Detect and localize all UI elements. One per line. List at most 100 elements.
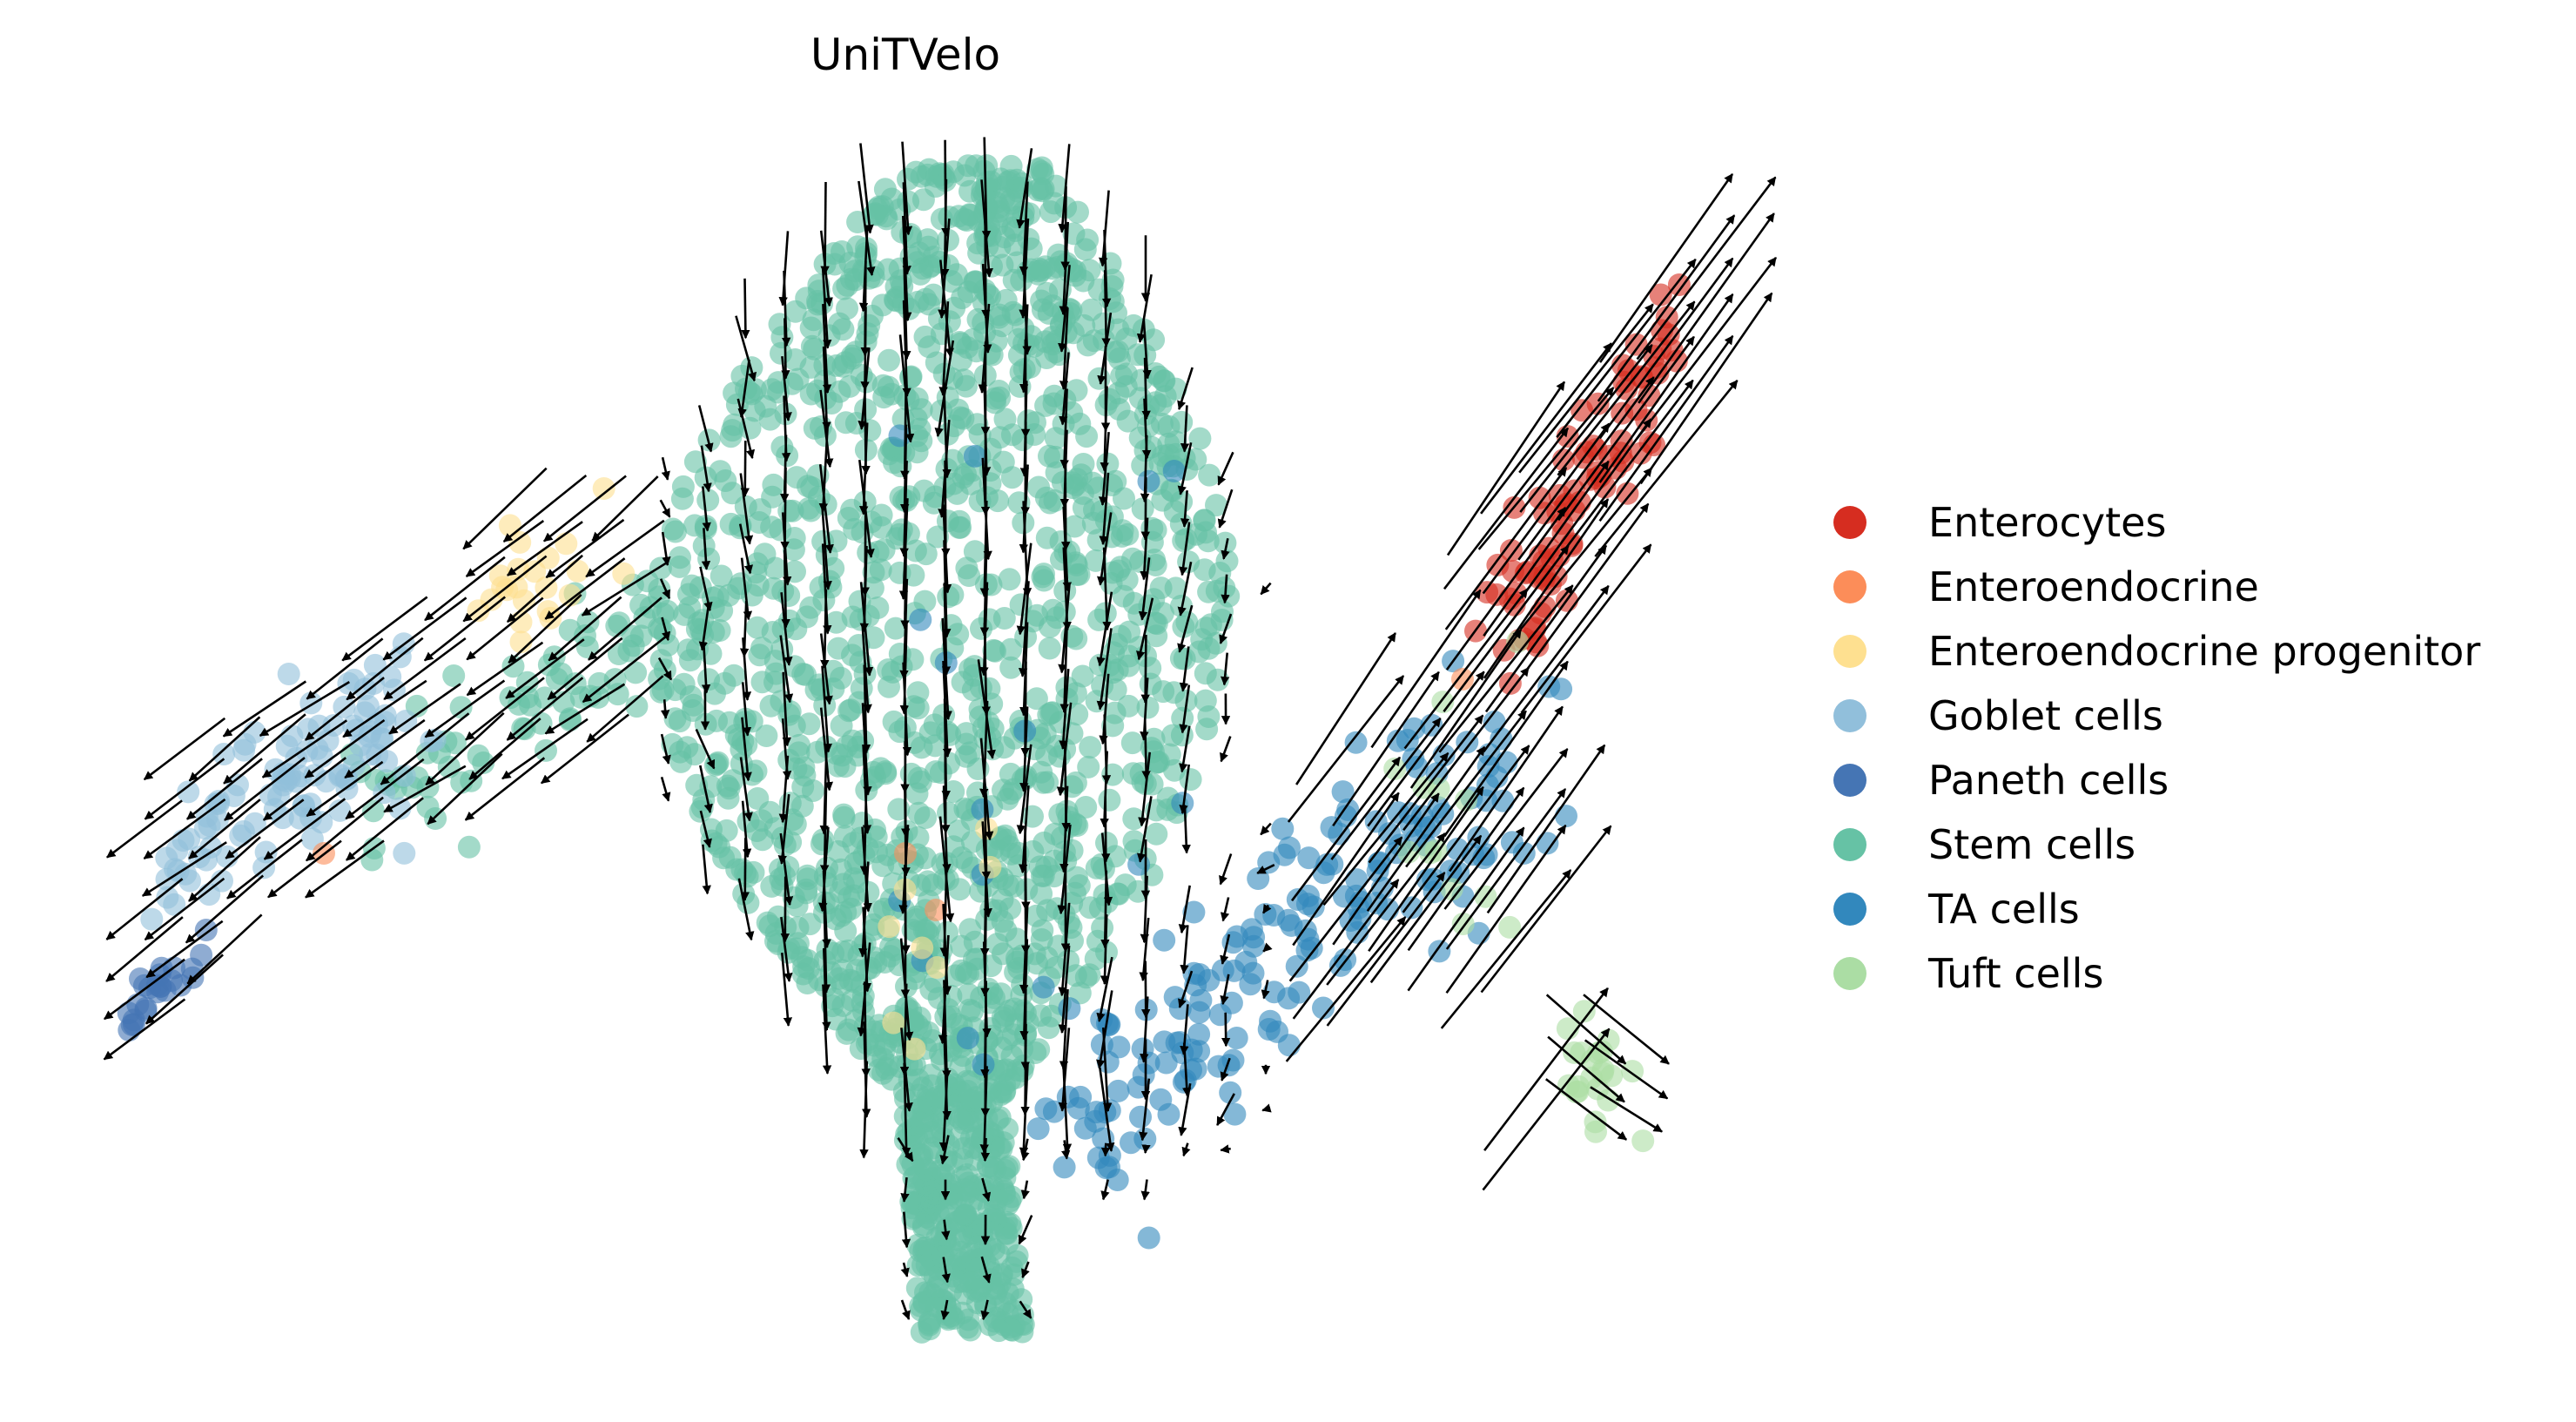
velocity-arrow — [465, 677, 545, 741]
velocity-arrow — [1260, 822, 1272, 836]
data-point — [1106, 1079, 1130, 1102]
velocity-arrow — [1019, 706, 1029, 792]
data-point — [1053, 1156, 1076, 1179]
velocity-arrow — [1440, 869, 1572, 1029]
velocity-arrow — [306, 637, 384, 700]
data-point — [1032, 975, 1055, 999]
velocity-arrow — [464, 757, 546, 821]
velocity-arrow — [548, 596, 622, 662]
data-point — [770, 326, 794, 349]
data-point — [862, 561, 885, 584]
velocity-arrow — [1180, 405, 1190, 453]
velocity-arrow — [145, 954, 224, 1025]
velocity-arrow — [939, 1135, 950, 1165]
velocity-arrow — [305, 839, 385, 899]
data-point — [905, 1277, 929, 1300]
data-point — [901, 1207, 925, 1230]
velocity-arrow — [1019, 1300, 1032, 1319]
velocity-arrow — [1100, 1179, 1110, 1201]
velocity-arrow — [1557, 300, 1696, 476]
data-point — [770, 873, 794, 897]
velocity-arrow — [981, 623, 992, 716]
data-point — [501, 655, 525, 678]
velocity-arrow — [261, 719, 348, 778]
velocity-arrow — [1558, 379, 1694, 558]
velocity-arrow — [346, 797, 424, 861]
data-point — [1120, 731, 1144, 755]
velocity-arrow — [1403, 588, 1529, 750]
velocity-arrow — [1102, 1027, 1113, 1113]
velocity-arrow — [342, 679, 427, 738]
velocity-arrow — [822, 947, 831, 1032]
velocity-arrow — [1099, 472, 1110, 546]
velocity-arrow — [1220, 974, 1230, 1006]
velocity-arrow — [822, 304, 832, 394]
data-point — [796, 864, 819, 887]
data-point — [1649, 283, 1672, 307]
velocity-arrow — [660, 776, 671, 802]
data-point — [972, 1053, 995, 1076]
velocity-arrow — [1141, 1144, 1151, 1155]
data-point — [649, 680, 673, 704]
data-point — [1151, 602, 1174, 625]
data-point — [1127, 343, 1149, 367]
data-point — [1193, 558, 1216, 582]
velocity-arrow — [1059, 989, 1069, 1070]
velocity-arrow — [1402, 666, 1530, 832]
data-point — [830, 714, 853, 738]
data-point — [877, 375, 900, 399]
data-point — [1490, 727, 1513, 751]
velocity-arrow — [586, 675, 664, 743]
velocity-arrow — [1598, 334, 1734, 522]
data-point — [1498, 915, 1522, 939]
data-point — [1222, 959, 1246, 982]
data-point — [954, 1203, 978, 1226]
velocity-arrow — [939, 259, 954, 358]
velocity-arrow — [1445, 788, 1567, 950]
velocity-arrow — [1367, 671, 1485, 827]
velocity-arrow — [145, 920, 224, 979]
data-point — [1217, 584, 1241, 608]
data-point — [536, 546, 560, 569]
data-point — [888, 424, 911, 448]
data-point — [1069, 1085, 1093, 1109]
velocity-arrow — [466, 641, 544, 697]
data-point — [999, 897, 1022, 920]
velocity-arrow — [1140, 477, 1150, 541]
velocity-arrow — [660, 733, 671, 765]
velocity-arrow — [188, 836, 261, 902]
velocity-arrow — [1178, 1082, 1192, 1136]
velocity-arrow — [1181, 1142, 1191, 1157]
velocity-arrow — [1220, 652, 1230, 686]
velocity-arrow — [544, 557, 626, 620]
data-point — [661, 732, 684, 756]
velocity-arrow — [1140, 1179, 1150, 1201]
data-point — [810, 832, 833, 856]
velocity-arrow — [143, 717, 226, 781]
velocity-arrow — [388, 683, 461, 735]
data-point — [1161, 724, 1184, 747]
data-point — [363, 653, 387, 677]
velocity-arrow — [659, 499, 671, 518]
data-point — [1033, 330, 1057, 354]
velocity-arrow — [582, 634, 669, 704]
velocity-arrow — [103, 998, 186, 1061]
velocity-arrow — [1101, 229, 1112, 308]
velocity-arrow — [1177, 442, 1193, 495]
data-point — [1631, 1129, 1655, 1153]
velocity-arrow — [1018, 1215, 1033, 1245]
data-point — [878, 675, 900, 698]
velocity-arrow — [105, 916, 184, 982]
data-point — [834, 900, 858, 924]
data-point — [1107, 1035, 1131, 1059]
velocity-arrow — [702, 486, 711, 532]
velocity-arrow — [1262, 903, 1272, 914]
velocity-arrow — [1484, 544, 1608, 713]
data-point — [1145, 822, 1168, 846]
velocity-arrow — [1287, 675, 1405, 823]
data-point — [918, 255, 941, 279]
velocity-arrow — [1141, 718, 1151, 780]
velocity-arrow — [819, 707, 834, 792]
data-point — [1172, 529, 1195, 552]
velocity-arrow — [1220, 897, 1230, 922]
